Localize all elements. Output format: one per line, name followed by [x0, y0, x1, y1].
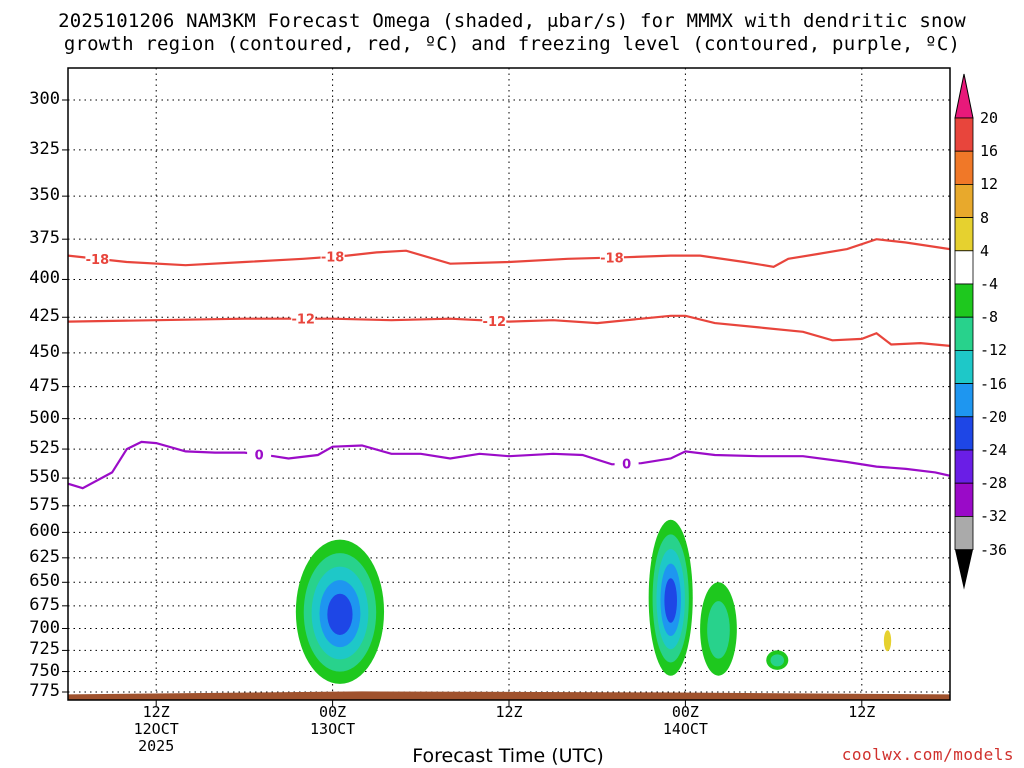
- omega-region-positive: [883, 630, 892, 652]
- colorbar-segment: [954, 349, 974, 384]
- colorbar-segment: [954, 183, 974, 218]
- omega-region-shade: [707, 601, 730, 659]
- y-tick-label: 650: [29, 571, 60, 592]
- y-tick-label: 475: [29, 375, 60, 396]
- colorbar-level-label: 8: [980, 208, 990, 227]
- contour-label: -12: [483, 315, 507, 330]
- x-tick-label1: 12Z: [142, 703, 170, 721]
- contour-label: -18: [86, 253, 110, 268]
- contour-line: [68, 314, 950, 347]
- omega-region-shade: [770, 654, 785, 667]
- contour-label-bg: [599, 249, 624, 266]
- temperature-contours: -18 -18 -18 -12 -12 0 0: [68, 238, 950, 490]
- contour-label: -18: [321, 251, 345, 266]
- colorbar-segment: [954, 250, 974, 285]
- chart-title-line-2: growth region (contoured, red, ºC) and f…: [63, 33, 961, 55]
- gridlines: [68, 68, 950, 700]
- x-tick-label3: 2025: [138, 737, 175, 755]
- colorbar-segment: [954, 316, 974, 351]
- colorbar-segment: [954, 383, 974, 418]
- y-tick-label: 500: [29, 407, 60, 428]
- contour-line: [68, 440, 950, 490]
- y-tick-label: 725: [29, 639, 60, 660]
- colorbar-segment: [954, 449, 974, 484]
- y-tick-label: 525: [29, 438, 60, 459]
- x-tick-label1: 12Z: [495, 703, 523, 721]
- y-tick-label: 750: [29, 660, 60, 681]
- y-tick-label: 625: [29, 546, 60, 567]
- y-tick-label: 400: [29, 268, 60, 289]
- colorbar-segment: [954, 482, 974, 517]
- contour-label-bg: [614, 455, 639, 472]
- colorbar-segment: [954, 416, 974, 451]
- contour-label-bg: [482, 312, 507, 329]
- colorbar-level-label: 20: [980, 109, 999, 127]
- colorbar-level-label: -32: [980, 507, 1008, 526]
- x-tick-label2: 12OCT: [133, 720, 179, 738]
- colorbar-level-label: -28: [980, 474, 1008, 493]
- omega-region-shade: [664, 578, 677, 623]
- colorbar-level-label: -16: [980, 374, 1008, 393]
- y-tick-label: 600: [29, 521, 60, 542]
- y-tick-label: 550: [29, 467, 60, 488]
- colorbar-level-label: 12: [980, 175, 999, 194]
- omega-colorbar: [954, 73, 974, 590]
- y-tick-label: 350: [29, 185, 60, 206]
- contour-label: -12: [291, 313, 315, 328]
- y-tick-label: 575: [29, 494, 60, 515]
- colorbar-level-label: -24: [980, 441, 1008, 459]
- omega-shading: [295, 519, 892, 684]
- colorbar-segment: [954, 117, 974, 152]
- y-tick-label: 325: [29, 138, 60, 159]
- colorbar-level-label: 16: [980, 142, 999, 161]
- contour-label-bg: [85, 250, 110, 267]
- colorbar-segment: [954, 283, 974, 318]
- colorbar-bottom-arrow: [955, 549, 973, 590]
- colorbar-level-label: -36: [980, 540, 1008, 559]
- contour-label-bg: [247, 446, 272, 463]
- contour-line: [68, 238, 950, 268]
- colorbar-segment: [954, 150, 974, 185]
- axis-ticks: [62, 99, 863, 706]
- colorbar-segment: [954, 217, 974, 252]
- y-tick-label: 300: [29, 88, 60, 109]
- contour-label: 0: [622, 458, 631, 473]
- omega-region-shade: [327, 593, 353, 635]
- terrain-surface: [68, 691, 950, 700]
- x-tick-label1: 12Z: [848, 703, 876, 721]
- contour-label: -18: [600, 252, 624, 267]
- x-axis-title: Forecast Time (UTC): [412, 745, 604, 767]
- y-tick-label: 450: [29, 341, 60, 362]
- terrain-fill: [68, 691, 950, 700]
- colorbar-level-label: 4: [980, 241, 990, 260]
- y-tick-label: 375: [29, 228, 60, 249]
- x-tick-label1: 00Z: [319, 703, 347, 721]
- colorbar-top-arrow: [954, 73, 974, 119]
- y-tick-label: 675: [29, 594, 60, 615]
- colorbar-level-label: -4: [980, 275, 999, 293]
- chart-title-line-1: 2025101206 NAM3KM Forecast Omega (shaded…: [58, 10, 966, 32]
- contour-label-bg: [320, 248, 345, 265]
- site-credit[interactable]: coolwx.com/models: [841, 745, 1014, 764]
- y-tick-label: 775: [29, 681, 60, 701]
- y-tick-label: 425: [29, 306, 60, 327]
- y-tick-label: 700: [29, 617, 60, 638]
- x-tick-label2: 13OCT: [310, 720, 356, 738]
- contour-label: 0: [255, 448, 264, 463]
- colorbar-segment: [954, 516, 974, 551]
- colorbar-level-label: -8: [980, 308, 999, 327]
- x-tick-label2: 14OCT: [662, 720, 708, 738]
- colorbar-level-label: -20: [980, 407, 1008, 426]
- colorbar-level-label: -12: [980, 341, 1008, 360]
- contour-label-bg: [291, 310, 316, 327]
- x-tick-label1: 00Z: [671, 703, 699, 721]
